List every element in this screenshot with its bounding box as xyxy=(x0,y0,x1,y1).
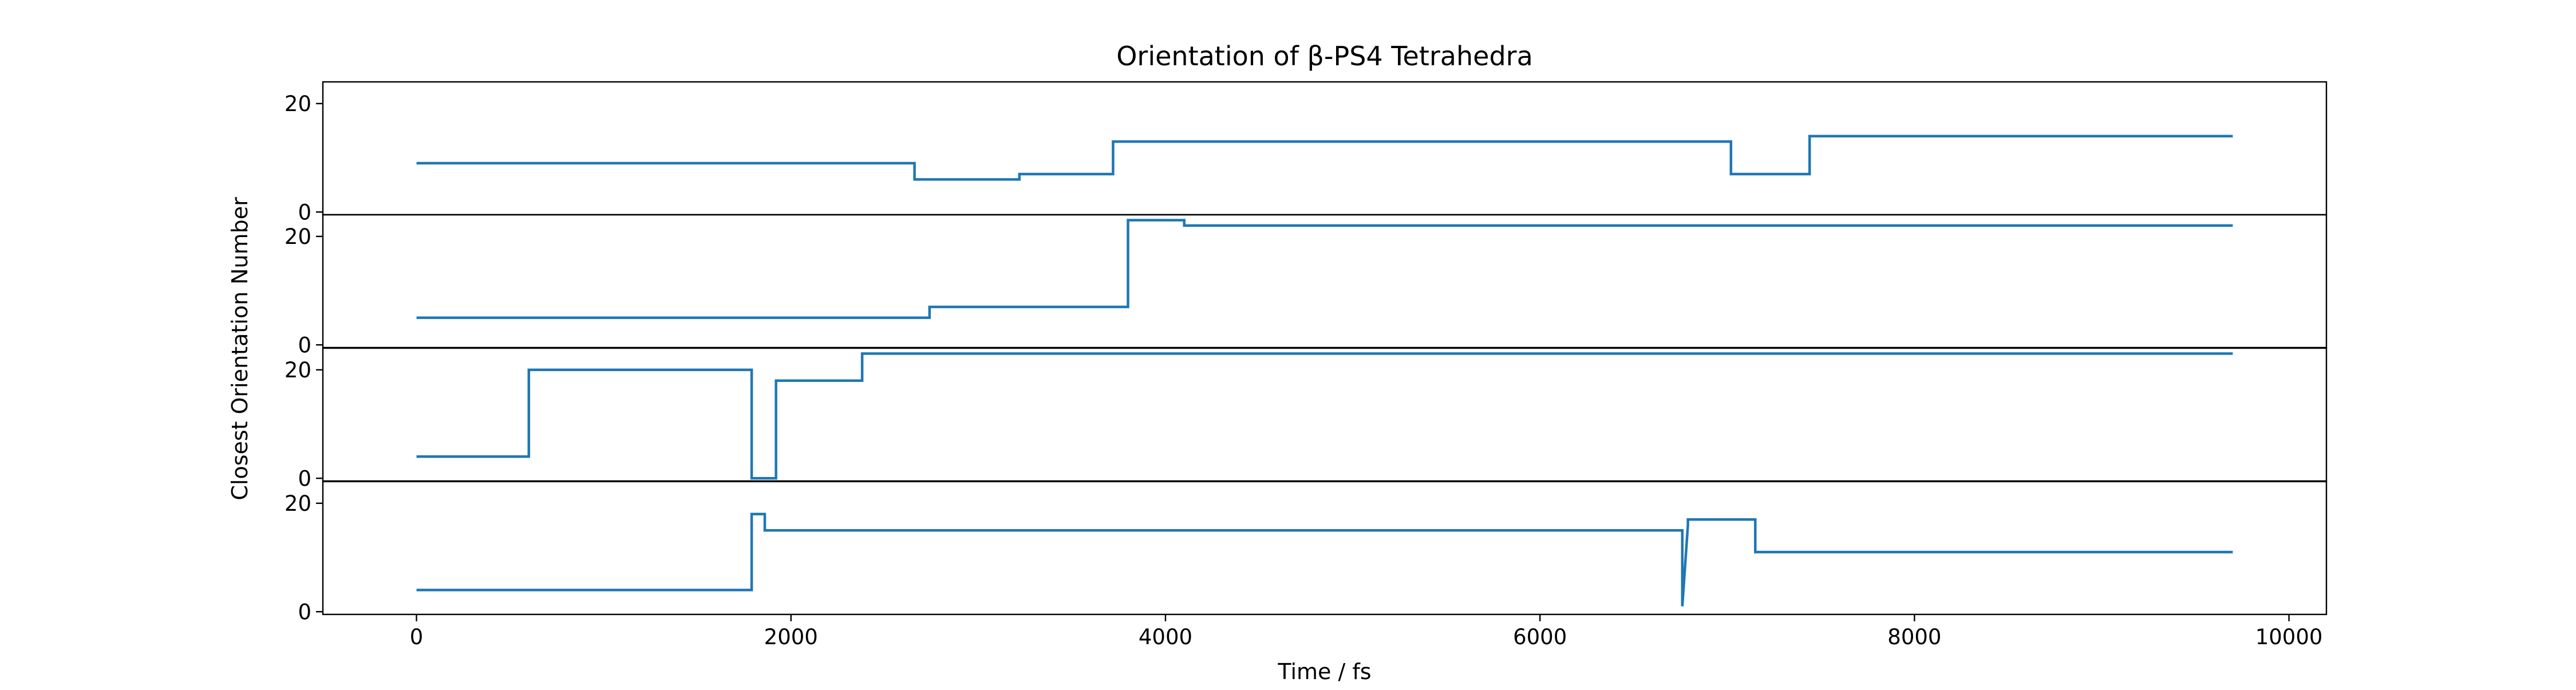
series-line-panel-2 xyxy=(416,219,2233,320)
x-axis-label: Time / fs xyxy=(1277,659,1371,684)
chart-title: Orientation of β-PS4 Tetrahedra xyxy=(1116,41,1533,72)
y-tick-label-panel-3-20: 20 xyxy=(285,358,311,383)
y-tick-label-panel-3-0: 0 xyxy=(298,466,311,491)
x-tick-label-0: 0 xyxy=(410,625,424,649)
x-tick-label-10000: 10000 xyxy=(2255,625,2323,649)
y-axis-label: Closest Orientation Number xyxy=(227,197,252,500)
x-tick-label-4000: 4000 xyxy=(1139,625,1192,649)
x-tick-label-8000: 8000 xyxy=(1887,625,1941,649)
x-axis: 0 2000 4000 6000 8000 10000 xyxy=(410,614,2323,649)
series-line-panel-1 xyxy=(416,135,2233,181)
y-tick-label-panel-1-20: 20 xyxy=(285,92,311,116)
y-tick-label-panel-2-20: 20 xyxy=(285,224,311,249)
series-line-panel-3 xyxy=(416,352,2233,480)
x-tick-label-6000: 6000 xyxy=(1513,625,1567,649)
panel-2: 0 20 xyxy=(285,214,2328,357)
y-tick-label-panel-2-0: 0 xyxy=(298,333,311,357)
y-tick-label-panel-4-0: 0 xyxy=(298,600,311,624)
series-line-panel-4 xyxy=(416,512,2233,606)
panel-frame-4 xyxy=(322,480,2328,616)
x-tick-label-2000: 2000 xyxy=(764,625,818,649)
panel-4: 0 20 xyxy=(285,480,2328,624)
y-tick-label-panel-4-20: 20 xyxy=(285,491,311,516)
y-tick-label-panel-1-0: 0 xyxy=(298,200,311,224)
